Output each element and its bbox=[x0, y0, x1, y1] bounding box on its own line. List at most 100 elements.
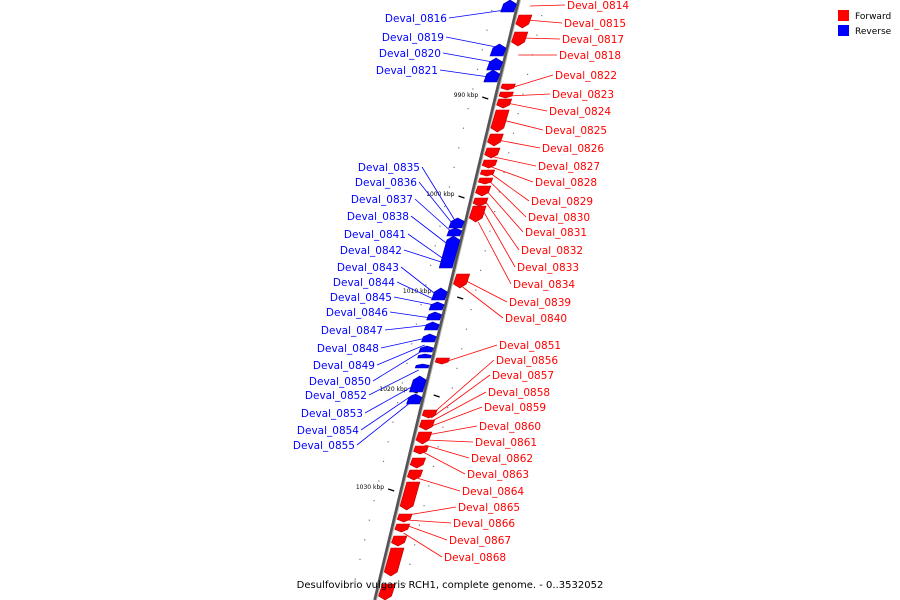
reverse-gene-label[interactable]: Deval_0847 bbox=[321, 325, 383, 337]
forward-gene-label[interactable]: Deval_0840 bbox=[505, 313, 567, 325]
leader-line bbox=[427, 425, 478, 436]
forward-gene-block bbox=[409, 457, 427, 469]
leader-line bbox=[491, 166, 534, 183]
leader-line bbox=[526, 19, 563, 24]
reverse-gene-label[interactable]: Deval_0852 bbox=[305, 390, 367, 402]
leader-line bbox=[393, 296, 435, 306]
scale-dot bbox=[522, 93, 524, 95]
reverse-gene-label[interactable]: Deval_0843 bbox=[337, 262, 399, 274]
scale-dot bbox=[470, 309, 472, 311]
forward-gene-label[interactable]: Deval_0839 bbox=[509, 297, 571, 309]
forward-gene-label[interactable]: Deval_0823 bbox=[552, 89, 614, 101]
forward-gene-label[interactable]: Deval_0861 bbox=[475, 437, 537, 449]
reverse-gene-label[interactable]: Deval_0821 bbox=[376, 65, 438, 77]
leader-line bbox=[376, 344, 425, 366]
forward-gene-label[interactable]: Deval_0825 bbox=[545, 125, 607, 137]
forward-gene-label[interactable]: Deval_0826 bbox=[542, 143, 604, 155]
reverse-gene-label[interactable]: Deval_0842 bbox=[340, 245, 402, 257]
forward-gene-label[interactable]: Deval_0868 bbox=[444, 552, 506, 564]
forward-gene-block bbox=[453, 273, 471, 289]
forward-gene-label[interactable]: Deval_0858 bbox=[488, 387, 550, 399]
reverse-gene-block bbox=[417, 353, 432, 359]
forward-gene-label[interactable]: Deval_0828 bbox=[535, 177, 597, 189]
reverse-gene-label[interactable]: Deval_0841 bbox=[344, 229, 406, 241]
reverse-gene-block bbox=[406, 393, 423, 405]
gene-features bbox=[378, 0, 533, 600]
forward-gene-label[interactable]: Deval_0859 bbox=[484, 402, 546, 414]
leader-line bbox=[464, 279, 508, 303]
forward-gene-label[interactable]: Deval_0814 bbox=[567, 0, 629, 12]
reverse-gene-label[interactable]: Deval_0836 bbox=[355, 177, 417, 189]
leader-line bbox=[400, 266, 437, 296]
reverse-gene-label[interactable]: Deval_0845 bbox=[330, 292, 392, 304]
leader-line bbox=[405, 524, 448, 541]
genome-caption: Desulfovibrio vulgaris RCH1, complete ge… bbox=[297, 580, 604, 591]
forward-gene-label[interactable]: Deval_0833 bbox=[517, 262, 579, 274]
reverse-gene-label[interactable]: Deval_0854 bbox=[297, 425, 359, 437]
leader-line bbox=[510, 74, 554, 89]
scale-tick-label: 990 kbp bbox=[454, 92, 479, 99]
forward-gene-label[interactable]: Deval_0863 bbox=[467, 469, 529, 481]
scale-dot bbox=[439, 225, 441, 227]
reverse-gene-label[interactable]: Deval_0853 bbox=[301, 408, 363, 420]
reverse-gene-label[interactable]: Deval_0835 bbox=[358, 162, 420, 174]
forward-gene-label[interactable]: Deval_0830 bbox=[528, 212, 590, 224]
forward-gene-block bbox=[394, 523, 411, 533]
leader-line bbox=[368, 369, 419, 396]
reverse-gene-label[interactable]: Deval_0816 bbox=[385, 13, 447, 25]
reverse-gene-label[interactable]: Deval_0838 bbox=[347, 211, 409, 223]
scale-dot bbox=[428, 485, 430, 487]
scale-dot bbox=[378, 480, 380, 482]
forward-gene-label[interactable]: Deval_0815 bbox=[564, 18, 626, 30]
reverse-gene-label[interactable]: Deval_0846 bbox=[326, 307, 388, 319]
forward-gene-label[interactable]: Deval_0817 bbox=[562, 34, 624, 46]
forward-gene-label[interactable]: Deval_0829 bbox=[531, 196, 593, 208]
reverse-gene-label[interactable]: Deval_0844 bbox=[333, 277, 395, 289]
forward-gene-block bbox=[399, 481, 421, 511]
forward-gene-label[interactable]: Deval_0831 bbox=[525, 227, 587, 239]
scale-dot bbox=[425, 284, 427, 286]
leader-line bbox=[416, 477, 461, 492]
scale-dot bbox=[364, 539, 366, 541]
forward-gene-label[interactable]: Deval_0864 bbox=[462, 486, 524, 498]
forward-gene-label[interactable]: Deval_0818 bbox=[559, 50, 621, 62]
reverse-gene-label[interactable]: Deval_0837 bbox=[351, 194, 413, 206]
forward-gene-label[interactable]: Deval_0865 bbox=[458, 502, 520, 514]
forward-gene-label[interactable]: Deval_0832 bbox=[521, 245, 583, 257]
forward-gene-block bbox=[477, 177, 494, 185]
forward-gene-label[interactable]: Deval_0862 bbox=[471, 453, 533, 465]
forward-gene-block bbox=[413, 445, 429, 455]
forward-gene-label[interactable]: Deval_0860 bbox=[479, 421, 541, 433]
forward-gene-label[interactable]: Deval_0857 bbox=[492, 370, 554, 382]
reverse-gene-label[interactable]: Deval_0850 bbox=[309, 376, 371, 388]
reverse-gene-label[interactable]: Deval_0848 bbox=[317, 343, 379, 355]
leader-line bbox=[406, 519, 452, 524]
forward-gene-block bbox=[498, 91, 514, 99]
forward-gene-label[interactable]: Deval_0834 bbox=[513, 279, 575, 291]
leader-line bbox=[483, 198, 520, 251]
scale-dot bbox=[467, 108, 469, 110]
reverse-gene-label[interactable]: Deval_0820 bbox=[379, 48, 441, 60]
leader-line bbox=[506, 102, 548, 112]
reverse-gene-label[interactable]: Deval_0819 bbox=[382, 32, 444, 44]
legend: Forward Reverse bbox=[838, 10, 892, 37]
forward-gene-block bbox=[511, 31, 529, 47]
reverse-gene-label[interactable]: Deval_0855 bbox=[293, 440, 355, 452]
forward-gene-label[interactable]: Deval_0824 bbox=[549, 106, 611, 118]
scale-dot bbox=[397, 402, 399, 404]
leader-line bbox=[430, 391, 487, 423]
leader-line bbox=[488, 179, 527, 218]
forward-gene-label[interactable]: Deval_0867 bbox=[449, 535, 511, 547]
forward-gene-label[interactable]: Deval_0866 bbox=[453, 518, 515, 530]
leader-line bbox=[422, 451, 466, 475]
scale-dot bbox=[453, 166, 455, 168]
forward-gene-block bbox=[496, 98, 513, 109]
reverse-gene-label[interactable]: Deval_0849 bbox=[313, 360, 375, 372]
legend-reverse-swatch bbox=[838, 25, 849, 36]
forward-gene-label[interactable]: Deval_0851 bbox=[499, 340, 561, 352]
scale-dot bbox=[359, 558, 361, 560]
scale-dot bbox=[486, 29, 488, 31]
forward-gene-label[interactable]: Deval_0856 bbox=[496, 355, 558, 367]
forward-gene-label[interactable]: Deval_0827 bbox=[538, 161, 600, 173]
forward-gene-label[interactable]: Deval_0822 bbox=[555, 70, 617, 82]
